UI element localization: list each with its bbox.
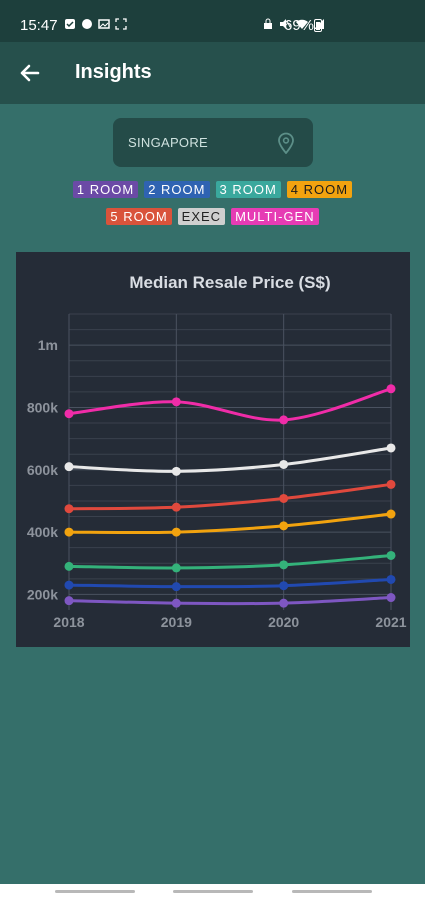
data-point-5-room — [171, 502, 181, 512]
data-point-exec — [279, 459, 289, 469]
data-point-multi-gen — [64, 409, 74, 419]
legend-row-1: 1 ROOM 2 ROOM 3 ROOM 4 ROOM — [0, 181, 425, 198]
mute-icon — [280, 19, 291, 29]
data-point-5-room — [386, 479, 396, 489]
legend-row-2: 5 ROOM EXEC MULTI-GEN — [0, 208, 425, 225]
y-tick-label: 200k — [27, 586, 58, 602]
data-point-2-room — [64, 580, 74, 590]
app-notification-icon — [82, 19, 92, 29]
legend-chip-3-room[interactable]: 3 ROOM — [215, 181, 281, 198]
series-line-5-room — [68, 482, 392, 511]
legend-chip-5-room[interactable]: 5 ROOM — [106, 208, 172, 225]
data-point-4-room — [171, 527, 181, 537]
y-tick-label: 800k — [27, 399, 58, 415]
data-point-multi-gen — [386, 384, 396, 394]
wifi-icon — [296, 19, 308, 29]
price-line-chart: 200k 400k 600k 800k 1m 2018 2019 2020 2021 Median… — [27, 273, 407, 630]
y-tick-label: 400k — [27, 524, 58, 540]
legend-chip-exec[interactable]: EXEC — [177, 208, 226, 225]
legend-chip-4-room[interactable]: 4 ROOM — [286, 181, 353, 198]
data-point-5-room — [64, 504, 74, 514]
data-point-multi-gen — [171, 397, 181, 407]
lock-icon — [264, 18, 272, 29]
data-point-2-room — [171, 582, 181, 592]
legend-chip-1-room[interactable]: 1 ROOM — [72, 181, 139, 198]
system-nav-bar — [0, 884, 425, 900]
data-point-3-room — [64, 561, 74, 571]
y-tick-label: 1m — [38, 337, 58, 353]
battery-icon — [314, 19, 322, 32]
series-line-3-room — [68, 553, 392, 570]
data-point-3-room — [279, 560, 289, 570]
data-point-1-room — [171, 598, 181, 608]
legend-chip-2-room[interactable]: 2 ROOM — [144, 181, 210, 198]
data-point-multi-gen — [279, 415, 289, 425]
nav-back-button[interactable] — [292, 890, 372, 893]
page-title: Insights — [75, 61, 152, 83]
data-point-exec — [64, 462, 74, 472]
data-point-4-room — [386, 509, 396, 519]
data-point-exec — [386, 443, 396, 453]
check-notification-icon — [65, 19, 75, 29]
series-line-exec — [68, 446, 392, 473]
status-bar: 15:47 69% — [0, 0, 425, 42]
y-tick-label: 600k — [27, 462, 58, 478]
data-point-3-room — [386, 550, 396, 560]
legend-chip-multi-gen[interactable]: MULTI-GEN — [231, 208, 319, 225]
data-point-exec — [171, 466, 181, 476]
nav-home-button[interactable] — [173, 890, 253, 893]
data-point-2-room — [386, 574, 396, 584]
location-pin-icon — [278, 132, 294, 154]
chart-card: 200k 400k 600k 800k 1m 2018 2019 2020 2021 Median… — [16, 252, 410, 647]
back-arrow-icon[interactable] — [14, 58, 46, 88]
series-line-4-room — [68, 512, 392, 535]
x-tick-label: 2021 — [375, 614, 406, 630]
battery-percent: 69% — [284, 17, 315, 34]
data-point-2-room — [279, 581, 289, 591]
chart-title: Median Resale Price (S$) — [129, 273, 330, 292]
data-point-1-room — [64, 596, 74, 606]
data-point-1-room — [279, 598, 289, 608]
location-selector[interactable]: SINGAPORE — [113, 118, 313, 167]
location-label: SINGAPORE — [128, 135, 208, 150]
nav-recent-button[interactable] — [55, 890, 135, 893]
data-point-1-room — [386, 593, 396, 603]
data-point-4-room — [279, 521, 289, 531]
series-line-1-room — [68, 596, 392, 606]
series-line-multi-gen — [68, 387, 392, 422]
data-point-4-room — [64, 527, 74, 537]
image-notification-icon — [98, 19, 110, 29]
x-tick-label: 2019 — [161, 614, 192, 630]
status-time: 15:47 — [20, 17, 58, 34]
app-bar: Insights — [0, 42, 425, 104]
data-point-3-room — [171, 563, 181, 573]
data-point-5-room — [279, 493, 289, 503]
status-notification-icons — [64, 18, 127, 30]
screenshot-notification-icon — [115, 18, 127, 30]
x-tick-label: 2018 — [53, 614, 84, 630]
x-tick-label: 2020 — [268, 614, 299, 630]
series-line-2-room — [68, 577, 392, 589]
